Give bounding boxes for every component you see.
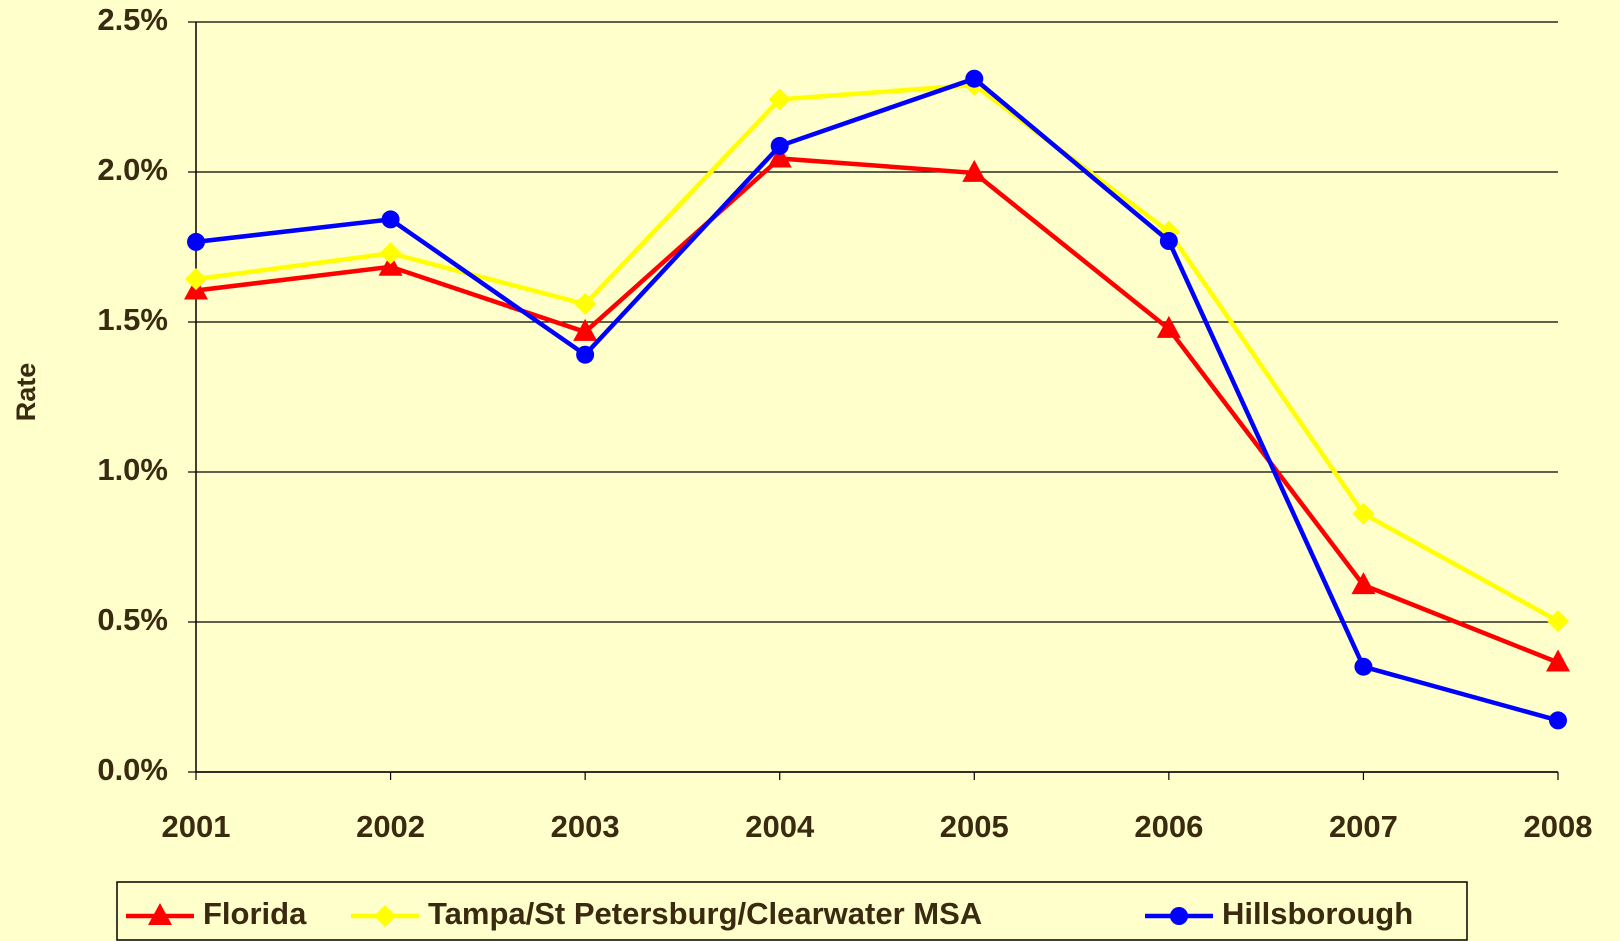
marker (1351, 572, 1376, 595)
marker (1352, 502, 1375, 525)
marker (770, 136, 789, 155)
legend-label: Hillsborough (1222, 896, 1413, 931)
x-tick-label: 2001 (162, 809, 231, 844)
marker (965, 69, 984, 88)
marker (1170, 907, 1188, 925)
marker (767, 145, 792, 168)
y-tick-label: 1.5% (97, 302, 168, 337)
x-tick-label: 2003 (551, 809, 620, 844)
marker (379, 242, 402, 265)
series-line (195, 156, 1559, 665)
y-tick-label: 1.0% (97, 452, 168, 487)
marker (378, 253, 403, 276)
marker (1547, 610, 1569, 633)
x-tick-label: 2002 (356, 809, 425, 844)
x-tick-label: 2006 (1134, 809, 1203, 844)
y-tick-label: 2.5% (97, 2, 168, 37)
marker (1156, 315, 1181, 338)
marker (381, 210, 400, 229)
series-line (195, 82, 1560, 624)
marker (576, 345, 595, 364)
y-tick-label: 0.5% (97, 602, 168, 637)
x-tick-label: 2008 (1524, 809, 1593, 844)
marker (1546, 649, 1570, 672)
y-tick-label: 2.0% (97, 152, 168, 187)
x-tick-label: 2005 (940, 809, 1009, 844)
x-tick-label: 2007 (1329, 809, 1398, 844)
marker (768, 88, 791, 111)
marker (374, 905, 396, 927)
marker (185, 268, 207, 291)
marker (962, 159, 987, 182)
marker (1354, 657, 1373, 676)
series-line (195, 76, 1559, 723)
x-tick-label: 2004 (745, 809, 815, 844)
marker (148, 903, 172, 925)
marker (1159, 232, 1178, 250)
marker (1549, 711, 1567, 730)
y-axis-label: Rate (11, 363, 41, 422)
marker (574, 293, 597, 315)
legend-label: Tampa/St Petersburg/Clearwater MSA (428, 896, 982, 931)
y-tick-label: 0.0% (97, 752, 168, 787)
legend-box (116, 881, 1468, 941)
marker (573, 318, 598, 341)
marker (187, 232, 205, 251)
legend-label: Florida (203, 896, 307, 931)
